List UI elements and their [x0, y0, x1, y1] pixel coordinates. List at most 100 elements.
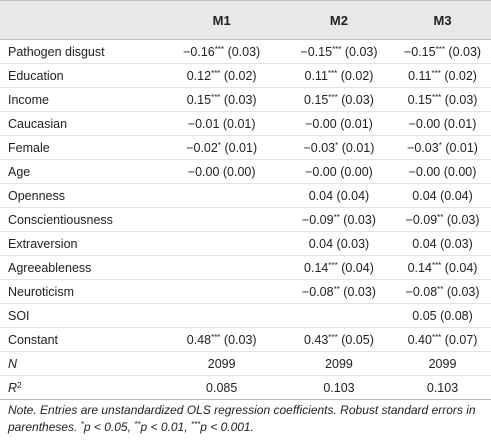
- table-row: Pathogen disgust −0.16*** (0.03) −0.15*** …: [0, 39, 491, 64]
- label-text: Caucasian: [8, 116, 68, 131]
- label-text: Agreeableness: [8, 260, 92, 275]
- table-cell: −0.09** (0.03): [283, 207, 395, 232]
- row-label: Openness: [0, 183, 160, 208]
- row-label: Age: [0, 159, 160, 184]
- coefficient: 0.085: [206, 380, 238, 395]
- coefficient: 0.14: [407, 260, 432, 275]
- significance: ***: [211, 68, 221, 78]
- std-error: (0.02): [444, 68, 477, 83]
- table-cell: −0.00 (0.00): [394, 159, 491, 184]
- table-row: Income 0.15*** (0.03) 0.15*** (0.03) 0.15**…: [0, 87, 491, 112]
- table-cell: 0.14*** (0.04): [394, 255, 491, 280]
- std-error: (0.04): [336, 188, 370, 203]
- table-cell: −0.03* (0.01): [283, 135, 395, 160]
- std-error: (0.00): [443, 164, 477, 179]
- std-error: (0.01): [340, 116, 373, 131]
- table-cell: 0.103: [283, 375, 395, 400]
- table-cell: 0.085: [159, 375, 284, 400]
- coefficient: −0.09: [405, 212, 438, 227]
- note: Note. Entries are unstandardized OLS reg…: [8, 402, 486, 436]
- table-cell: [159, 303, 284, 328]
- significance: ***: [328, 92, 338, 102]
- std-error: (0.03): [444, 92, 478, 107]
- table-cell: 2099: [159, 351, 284, 376]
- significance: **: [437, 212, 444, 222]
- table-row: N 2099 2099 2099: [0, 351, 491, 376]
- coefficient: 0.04: [308, 188, 334, 203]
- table-cell: 0.04 (0.04): [394, 183, 491, 208]
- note-stars: **: [134, 420, 141, 429]
- table-cell: 2099: [283, 351, 395, 376]
- std-error: (0.01): [341, 140, 375, 155]
- regression-table: M1 M2 M3 Pathogen disgust −0.16*** (0.03) −0…: [0, 0, 491, 400]
- label-text: Constant: [8, 332, 59, 347]
- coefficient: −0.01: [187, 116, 220, 131]
- table-cell: −0.16*** (0.03): [159, 39, 284, 64]
- significance: ***: [327, 68, 338, 78]
- std-error: (0.03): [448, 44, 482, 59]
- table-row: Age −0.00 (0.00) −0.00 (0.00) −0.00 (0.00): [0, 159, 491, 184]
- coefficient: −0.08: [405, 284, 438, 299]
- coefficient: −0.00: [305, 116, 337, 131]
- std-error: (0.03): [446, 212, 480, 227]
- table-row: Female −0.02* (0.01) −0.03* (0.01) −0.03* (…: [0, 135, 491, 160]
- coefficient: 0.40: [407, 332, 432, 347]
- row-label: Neuroticism: [0, 279, 160, 304]
- significance: **: [333, 284, 340, 294]
- std-error: (0.03): [341, 92, 374, 107]
- significance: ***: [431, 92, 442, 102]
- coefficient: 0.11: [304, 68, 328, 83]
- coefficient: −0.08: [301, 284, 334, 299]
- table-cell: 0.04 (0.04): [283, 183, 395, 208]
- coefficient: 0.43: [304, 332, 329, 347]
- table-cell: 0.04 (0.03): [394, 231, 491, 256]
- row-label: Extraversion: [0, 231, 160, 256]
- coefficient: 0.12: [186, 68, 212, 83]
- column-header: M3: [394, 0, 491, 40]
- table-cell: [159, 231, 284, 256]
- table-cell: 0.15*** (0.03): [159, 87, 284, 112]
- row-label: Conscientiousness: [0, 207, 160, 232]
- row-label: Income: [0, 87, 160, 112]
- std-error: (0.03): [227, 44, 261, 59]
- table-cell: −0.00 (0.01): [283, 111, 395, 136]
- significance: ***: [214, 44, 225, 54]
- std-error: (0.03): [223, 332, 257, 347]
- label-text: Female: [8, 140, 50, 155]
- table-cell: 0.40*** (0.07): [394, 327, 491, 352]
- note-threshold: p < 0.05,: [83, 420, 131, 434]
- label-text: Openness: [8, 188, 65, 203]
- coefficient: 0.04: [308, 236, 334, 251]
- std-error: (0.03): [440, 236, 473, 251]
- row-label: Pathogen disgust: [0, 39, 160, 64]
- std-error: (0.02): [340, 68, 374, 83]
- table-cell: −0.08** (0.03): [394, 279, 491, 304]
- std-error: (0.01): [445, 140, 478, 155]
- table-row: Neuroticism −0.08** (0.03) −0.08** (0.03): [0, 279, 491, 304]
- std-error: (0.01): [222, 116, 256, 131]
- std-error: (0.02): [223, 68, 257, 83]
- table-cell: −0.02* (0.01): [159, 135, 284, 160]
- significance: ***: [328, 260, 338, 270]
- table-cell: 0.12*** (0.02): [159, 63, 284, 88]
- table-cell: −0.00 (0.00): [159, 159, 284, 184]
- coefficient: 2099: [428, 356, 457, 371]
- significance: **: [437, 284, 444, 294]
- table-row: Extraversion 0.04 (0.03) 0.04 (0.03): [0, 231, 491, 256]
- coefficient: −0.09: [301, 212, 334, 227]
- table-row: Openness 0.04 (0.04) 0.04 (0.04): [0, 183, 491, 208]
- std-error: (0.01): [443, 116, 477, 131]
- coefficient: 0.15: [304, 92, 329, 107]
- std-error: (0.03): [343, 284, 376, 299]
- header-row: M1 M2 M3: [0, 0, 491, 40]
- label-text: SOI: [8, 308, 30, 323]
- std-error: (0.04): [444, 260, 478, 275]
- significance: **: [333, 212, 340, 222]
- row-label: Female: [0, 135, 160, 160]
- table-cell: 2099: [394, 351, 491, 376]
- coefficient: −0.03: [303, 140, 336, 155]
- row-label: Constant: [0, 327, 160, 352]
- label-text: Conscientiousness: [8, 212, 113, 227]
- coefficient: −0.16: [183, 44, 215, 59]
